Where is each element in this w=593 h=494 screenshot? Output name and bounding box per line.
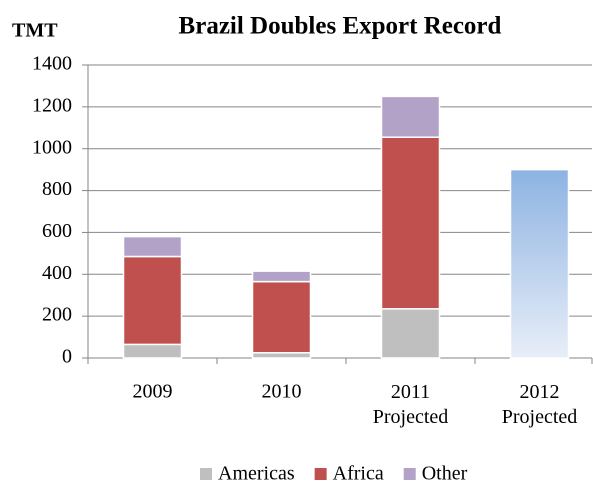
chart-title: Brazil Doubles Export Record: [179, 13, 502, 40]
bar-segment: [122, 343, 183, 359]
bar-segment: [380, 95, 441, 138]
x-tick-label: 2011 Projected: [373, 381, 449, 428]
bar-segment: [122, 235, 183, 258]
bar-segment: [251, 270, 312, 283]
x-tick-label: 2009: [133, 381, 173, 403]
y-tick-label: 800: [42, 178, 72, 200]
bar-segment: [380, 308, 441, 359]
x-tick-label: 2010: [262, 381, 302, 403]
y-tick-label: 1200: [32, 94, 72, 116]
y-tick-label: 0: [62, 346, 72, 368]
y-axis-label: TMT: [12, 20, 58, 42]
x-tick-label: 2012 Projected: [502, 381, 578, 428]
bar-segment: [251, 352, 312, 359]
y-tick-label: 1000: [32, 136, 72, 158]
y-tick-label: 200: [42, 304, 72, 326]
legend-label: Americas: [218, 463, 295, 485]
legend-swatch: [314, 468, 327, 480]
y-tick-label: 1400: [32, 53, 72, 75]
bar-segment: [380, 136, 441, 310]
bar-segment: [122, 255, 183, 346]
bar-segment: [509, 168, 570, 359]
legend-label: Africa: [333, 463, 384, 485]
y-tick-label: 600: [42, 220, 72, 242]
legend-label: Other: [422, 463, 468, 485]
legend-swatch: [403, 468, 416, 480]
bar-segment: [251, 280, 312, 354]
legend-swatch: [200, 468, 212, 480]
y-tick-label: 400: [42, 262, 72, 284]
